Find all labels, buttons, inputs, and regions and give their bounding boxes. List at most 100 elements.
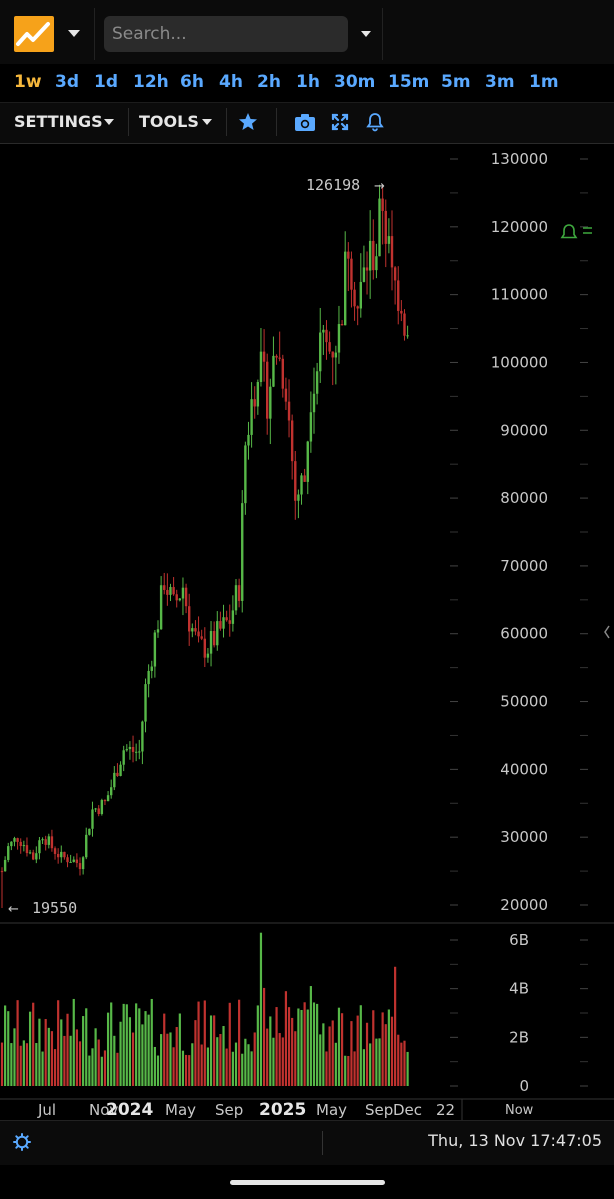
volume-bar bbox=[259, 932, 263, 1086]
low-price-label: 19550 bbox=[32, 899, 77, 917]
price-chart[interactable]: 130000 120000 110000 100000 90000 80000 70000 6… bbox=[0, 142, 614, 1120]
logo-menu-chevron-down-icon[interactable] bbox=[68, 30, 80, 37]
bell-icon[interactable] bbox=[366, 112, 384, 132]
tab-timeframe-1d[interactable]: 1d bbox=[94, 72, 118, 92]
volume-bar bbox=[347, 1055, 350, 1086]
app-logo-icon[interactable] bbox=[14, 16, 54, 52]
tab-timeframe-4h[interactable]: 4h bbox=[219, 72, 243, 92]
volume-bar bbox=[303, 1002, 306, 1086]
volume-bar bbox=[69, 1035, 72, 1086]
home-indicator[interactable] bbox=[230, 1180, 385, 1185]
volume-bar bbox=[209, 1015, 213, 1086]
candle-body bbox=[322, 329, 325, 333]
tab-timeframe-1h[interactable]: 1h bbox=[296, 72, 320, 92]
gear-icon[interactable] bbox=[13, 1133, 31, 1151]
candle-body bbox=[178, 598, 182, 601]
tab-timeframe-5m[interactable]: 5m bbox=[441, 72, 471, 92]
volume-bar bbox=[375, 1038, 378, 1086]
volume-bar bbox=[394, 966, 397, 1086]
volume-bar bbox=[163, 1013, 166, 1086]
volume-bar bbox=[247, 1044, 250, 1086]
volume-bar bbox=[390, 1016, 394, 1086]
price-tick-label: 110000 bbox=[491, 286, 548, 304]
candle-body bbox=[219, 621, 222, 629]
price-tick-label: 40000 bbox=[500, 760, 548, 778]
time-axis-label: Sep bbox=[215, 1101, 243, 1119]
volume-bar bbox=[119, 1021, 122, 1086]
volume-bar bbox=[166, 1033, 169, 1086]
price-tick-label: 50000 bbox=[500, 693, 548, 711]
candle-body bbox=[106, 795, 110, 802]
tab-timeframe-1w[interactable]: 1w bbox=[14, 72, 42, 92]
alert-bell-icon[interactable] bbox=[560, 224, 578, 239]
candle-body bbox=[328, 342, 331, 352]
candle-body bbox=[81, 857, 85, 870]
price-tick-label: 60000 bbox=[500, 625, 548, 643]
candle-body bbox=[41, 839, 44, 841]
volume-bar bbox=[372, 1010, 375, 1086]
search-input[interactable] bbox=[104, 16, 348, 52]
volume-bar bbox=[316, 1003, 319, 1086]
candle-body bbox=[141, 721, 144, 752]
search-chevron-down-icon[interactable] bbox=[361, 31, 371, 37]
tab-timeframe-2h[interactable]: 2h bbox=[257, 72, 281, 92]
time-axis-label: Nov bbox=[89, 1101, 118, 1119]
candle-body bbox=[222, 617, 225, 629]
tab-timeframe-30m[interactable]: 30m bbox=[334, 72, 376, 92]
candle-body bbox=[22, 845, 26, 847]
candle-body bbox=[13, 838, 16, 842]
volume-bar bbox=[184, 1054, 188, 1086]
volume-bar bbox=[194, 1020, 197, 1086]
tab-timeframe-3d[interactable]: 3d bbox=[55, 72, 79, 92]
candle-body bbox=[128, 746, 132, 750]
volume-bar bbox=[384, 1024, 387, 1086]
volume-bar bbox=[287, 1007, 291, 1086]
volume-bar bbox=[234, 1042, 238, 1086]
settings-button[interactable]: SETTINGS bbox=[14, 112, 103, 131]
candle-body bbox=[75, 859, 79, 864]
settings-chevron-down-icon[interactable] bbox=[104, 119, 114, 125]
collapse-panel-chevron-icon[interactable] bbox=[604, 625, 610, 639]
tab-timeframe-1m[interactable]: 1m bbox=[529, 72, 559, 92]
volume-bar bbox=[365, 1022, 369, 1086]
volume-bar bbox=[135, 1003, 138, 1086]
volume-bar bbox=[328, 1026, 331, 1086]
candle-body bbox=[184, 587, 188, 607]
tab-timeframe-3m[interactable]: 3m bbox=[485, 72, 515, 92]
candle-body bbox=[44, 839, 47, 845]
candle-body bbox=[356, 306, 359, 309]
candle-body bbox=[365, 267, 369, 271]
volume-bar bbox=[403, 1040, 406, 1086]
tools-chevron-down-icon[interactable] bbox=[202, 119, 212, 125]
volume-bar bbox=[7, 1011, 10, 1086]
candle-body bbox=[231, 610, 235, 624]
candle-body bbox=[147, 670, 150, 685]
candle-body bbox=[266, 361, 269, 419]
camera-icon[interactable] bbox=[294, 112, 316, 132]
volume-bar bbox=[291, 1017, 294, 1086]
fullscreen-icon[interactable] bbox=[331, 113, 349, 131]
volume-bar bbox=[284, 991, 288, 1086]
volume-bar bbox=[178, 1013, 181, 1086]
volume-bar bbox=[225, 1048, 228, 1086]
candle-body bbox=[216, 621, 219, 646]
candle-body bbox=[188, 606, 191, 632]
tab-timeframe-6h[interactable]: 6h bbox=[180, 72, 204, 92]
volume-bar bbox=[4, 1005, 7, 1086]
volume-bar bbox=[297, 1008, 300, 1086]
volume-bar bbox=[228, 1002, 231, 1086]
candle-body bbox=[319, 332, 322, 372]
volume-bar bbox=[253, 1032, 256, 1086]
tab-timeframe-12h[interactable]: 12h bbox=[133, 72, 169, 92]
volume-bar bbox=[331, 1020, 334, 1086]
tab-timeframe-15m[interactable]: 15m bbox=[388, 72, 430, 92]
star-icon[interactable] bbox=[238, 112, 258, 132]
tools-button[interactable]: TOOLS bbox=[139, 112, 199, 131]
candle-body bbox=[69, 861, 72, 863]
tools-label: TOOLS bbox=[139, 112, 199, 131]
candle-body bbox=[241, 503, 244, 601]
price-tick-label: 90000 bbox=[500, 421, 548, 439]
volume-bar bbox=[0, 1042, 4, 1086]
volume-bar bbox=[38, 1018, 41, 1086]
candle-body bbox=[47, 836, 50, 845]
